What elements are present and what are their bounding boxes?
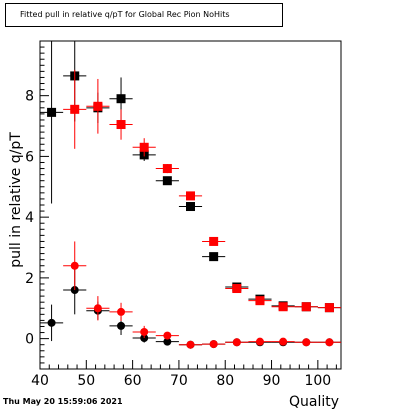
data-point [278,302,288,312]
data-point [163,337,172,346]
data-point [255,296,265,306]
timestamp: Thu May 20 15:59:06 2021 [3,397,123,406]
x-axis-label: Quality [289,394,339,410]
x-tick-label: 90 [263,373,281,389]
series-4 [63,241,341,349]
data-point [255,337,264,346]
data-point [209,236,219,246]
data-point [163,331,172,340]
data-point [324,303,334,313]
data-point [139,142,149,152]
x-tick-label: 100 [304,373,331,389]
data-point [93,101,103,111]
x-tick-label: 80 [216,373,234,389]
data-point [47,318,56,327]
data-point [140,327,149,336]
data-point [70,104,80,114]
y-tick-label: 0 [25,332,34,348]
y-axis-label: pull in relative q/pT [8,132,24,268]
chart-title-box: Fitted pull in relative q/pT for Global … [5,3,283,27]
data-point [116,94,126,104]
data-point [116,120,126,130]
data-point [70,261,79,270]
y-tick-label: 6 [25,149,34,165]
x-tick-label: 70 [170,373,188,389]
y-tick-label: 8 [25,89,34,105]
data-point [301,302,311,312]
x-tick-label: 60 [124,373,142,389]
data-point [186,191,195,201]
data-point [186,340,195,349]
data-point [232,284,242,294]
series-1 [40,41,341,313]
axis-ticks: 40 50 60 70 80 90 100 0 2 4 6 8 [25,40,337,389]
chart-title: Fitted pull in relative q/pT for Global … [20,10,230,19]
series-2 [63,69,341,313]
data-point [186,202,195,212]
data-point [302,338,311,347]
data-point [162,176,172,186]
x-tick-label: 40 [31,373,49,389]
data-point [279,337,288,346]
data-marks [40,41,341,349]
data-point [209,252,219,262]
y-tick-label: 2 [25,271,34,287]
data-point [117,307,126,316]
y-tick-label: 4 [25,210,34,226]
data-point [47,107,57,117]
data-point [162,164,172,174]
data-point [325,338,334,347]
data-point [232,338,241,347]
x-tick-label: 50 [77,373,95,389]
data-point [117,321,126,330]
data-point [93,304,102,313]
data-point [209,340,218,349]
